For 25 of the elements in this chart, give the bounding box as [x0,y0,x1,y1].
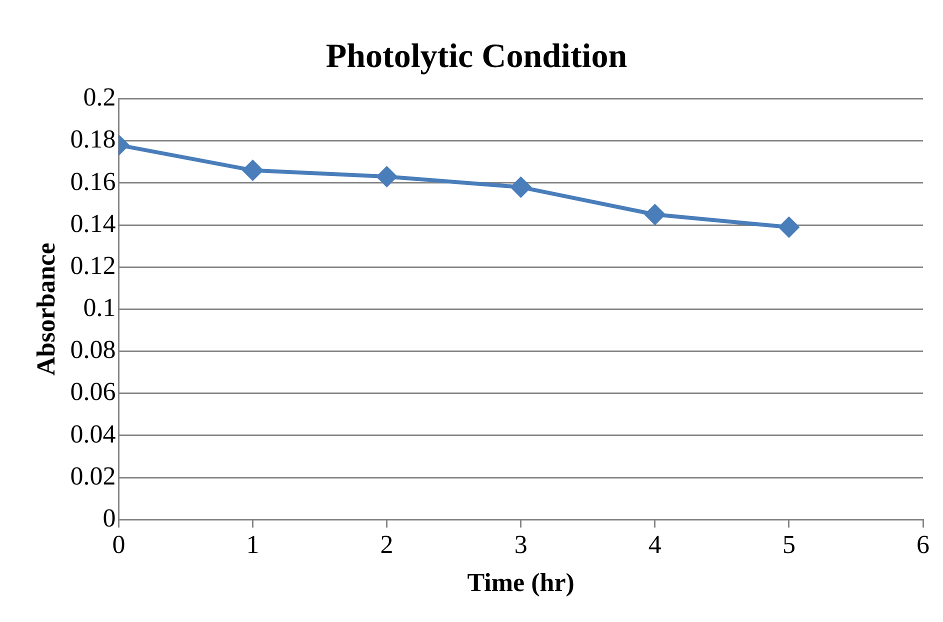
y-tick-label: 0.06 [70,377,116,406]
chart-title: Photolytic Condition [326,38,628,76]
x-tick-label: 3 [514,530,528,560]
y-axis-title: Absorbance [31,242,60,376]
y-tick-label: 0.18 [70,124,116,154]
x-tick-label: 1 [246,530,260,560]
x-tick-label: 6 [916,530,930,560]
x-tick-label: 4 [648,530,662,560]
x-tick-label: 2 [380,530,394,560]
point [242,160,263,180]
point [778,217,799,238]
y-tick-label: 0.2 [83,82,116,112]
y-tick-label: 0.16 [70,166,116,196]
point [644,204,665,225]
y-tick-label: 0.12 [70,250,116,280]
x-axis-title: Time (hr) [467,568,574,598]
y-tick-label: 0.08 [70,335,116,364]
y-tick-label: 0 [102,503,116,532]
y-tick-label: 0.14 [70,208,116,238]
point [376,166,397,187]
y-tick-label: 0.1 [83,293,116,322]
point [510,177,531,198]
y-tick-label: 0.04 [70,419,116,448]
y-tick-label: 0.02 [70,461,116,490]
x-tick-label: 5 [782,530,796,560]
